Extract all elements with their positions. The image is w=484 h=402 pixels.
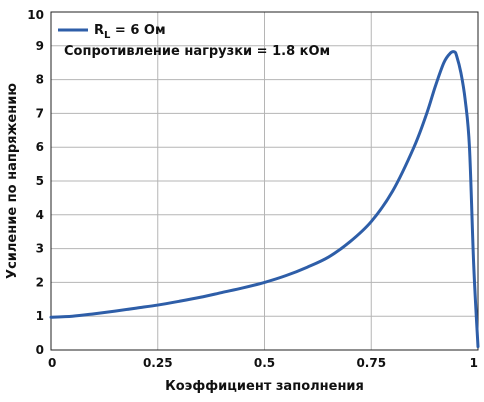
x-tick-label-2: 0.5 <box>254 356 275 370</box>
y-tick-label-7: 7 <box>36 106 44 120</box>
y-tick-label-3: 3 <box>36 242 44 256</box>
x-tick-label-0: 0 <box>48 356 56 370</box>
y-tick-label-0: 0 <box>36 343 44 357</box>
grid <box>50 11 479 351</box>
y-tick-label-10: 10 <box>27 8 44 22</box>
legend-note: Сопротивление нагрузки = 1.8 кОм <box>64 44 330 59</box>
y-tick-label-1: 1 <box>36 309 44 323</box>
x-tick-labels: 0 0.25 0.5 0.75 1 <box>48 356 478 370</box>
y-tick-labels: 0 1 2 3 4 5 6 7 8 9 10 <box>27 8 44 357</box>
legend-series-sub: L <box>104 30 111 41</box>
x-axis-label: Коэффициент заполнения <box>165 379 364 394</box>
y-tick-label-8: 8 <box>36 73 44 87</box>
y-tick-label-4: 4 <box>36 208 44 222</box>
legend-series-r: R <box>94 23 104 38</box>
legend-series-rest: = 6 Ом <box>110 23 165 38</box>
y-tick-label-6: 6 <box>36 140 44 154</box>
plot-frame <box>50 11 479 351</box>
x-tick-label-1: 0.25 <box>143 356 173 370</box>
y-tick-label-9: 9 <box>36 39 44 53</box>
y-tick-label-2: 2 <box>36 275 44 289</box>
y-tick-label-5: 5 <box>36 174 44 188</box>
x-tick-label-4: 1 <box>470 356 478 370</box>
y-axis-label: Усиление по напряжению <box>5 83 20 279</box>
legend: RL = 6 Ом Сопротивление нагрузки = 1.8 к… <box>58 23 330 59</box>
legend-series-label: RL = 6 Ом <box>94 23 166 41</box>
series-line <box>49 50 480 349</box>
x-tick-label-3: 0.75 <box>356 356 386 370</box>
